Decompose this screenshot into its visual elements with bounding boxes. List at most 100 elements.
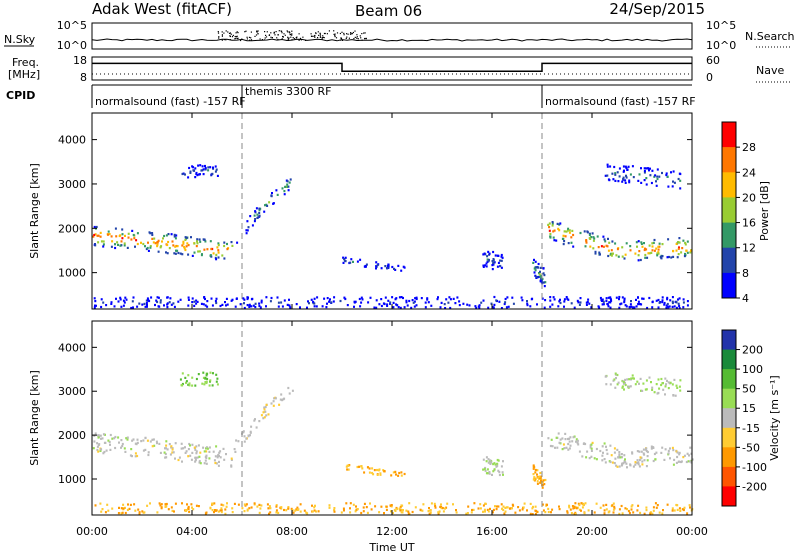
velocity-scatter-point bbox=[482, 504, 485, 507]
velocity-scatter-point bbox=[243, 503, 246, 506]
power-scatter-point bbox=[579, 231, 582, 235]
power-scatter-point bbox=[487, 306, 490, 309]
power-scatter-point bbox=[678, 237, 681, 240]
power-scatter-point bbox=[614, 172, 617, 175]
nsky-dot bbox=[291, 34, 293, 36]
power-scatter-point bbox=[602, 300, 605, 303]
power-scatter-point bbox=[270, 194, 273, 197]
power-scatter-point bbox=[430, 304, 433, 307]
nsky-dot bbox=[319, 33, 321, 35]
nsky-dot bbox=[319, 32, 321, 34]
power-scatter-point bbox=[579, 297, 582, 300]
velocity-scatter-point bbox=[96, 445, 99, 448]
velocity-scatter-point bbox=[187, 448, 190, 451]
velocity-scatter-point bbox=[629, 385, 632, 388]
velocity-scatter-point bbox=[689, 506, 691, 509]
power-scatter-point bbox=[572, 245, 575, 248]
velocity-scatter-point bbox=[313, 509, 316, 512]
velocity-scatter-point bbox=[106, 503, 109, 506]
velocity-scatter-point bbox=[258, 511, 261, 514]
nsky-dot bbox=[228, 32, 231, 34]
power-scatter-point bbox=[480, 301, 483, 304]
velocity-scatter-point bbox=[111, 507, 114, 510]
velocity-scatter-point bbox=[645, 450, 648, 453]
velocity-scatter-point bbox=[690, 459, 693, 462]
velocity-scatter-point bbox=[487, 461, 490, 464]
velocity-scatter-point bbox=[120, 512, 123, 515]
power-scatter-point bbox=[392, 306, 395, 309]
nsky-dot bbox=[250, 37, 252, 39]
power-scatter-point bbox=[637, 303, 640, 306]
velocity-scatter-point bbox=[529, 502, 532, 505]
power-scatter-point bbox=[165, 234, 168, 237]
power-scatter-point bbox=[102, 245, 105, 248]
power-scatter-point bbox=[389, 301, 392, 304]
power-scatter-point bbox=[666, 302, 669, 306]
velocity-scatter-point bbox=[613, 507, 616, 510]
cpid-segment-1: normalsound (fast) -157 RF bbox=[95, 95, 246, 108]
velocity-scatter-point bbox=[92, 447, 95, 450]
velocity-scatter-point bbox=[536, 473, 538, 476]
power-scatter-point bbox=[499, 265, 502, 268]
nsky-dot bbox=[259, 38, 261, 40]
power-scatter-point bbox=[608, 179, 611, 182]
power-scatter-point bbox=[682, 306, 685, 309]
velocity-scatter-point bbox=[248, 507, 251, 510]
nsky-dot bbox=[346, 36, 348, 38]
velocity-scatter-point bbox=[502, 508, 505, 512]
power-colorbar-tick-label: 4 bbox=[742, 292, 749, 305]
velocity-scatter-point bbox=[94, 504, 97, 507]
power-scatter-point bbox=[616, 171, 619, 174]
velocity-scatter-point bbox=[551, 445, 554, 448]
power-scatter-point bbox=[663, 301, 666, 305]
velocity-scatter-point bbox=[581, 455, 584, 458]
velocity-scatter-point bbox=[108, 440, 111, 444]
velocity-scatter-point bbox=[168, 443, 171, 446]
power-scatter-point bbox=[195, 245, 198, 248]
velocity-scatter-point bbox=[673, 509, 676, 512]
power-scatter-point bbox=[163, 234, 166, 238]
power-scatter-point bbox=[612, 178, 615, 181]
velocity-scatter-point bbox=[281, 399, 284, 402]
velocity-scatter-point bbox=[578, 503, 581, 507]
velocity-scatter-point bbox=[573, 506, 576, 509]
power-scatter-point bbox=[235, 297, 238, 300]
velocity-scatter-point bbox=[103, 441, 106, 444]
nsky-label: N.Sky bbox=[4, 33, 36, 46]
velocity-scatter-point bbox=[398, 471, 401, 475]
power-scatter-point bbox=[612, 252, 614, 255]
power-scatter-point bbox=[126, 246, 129, 249]
velocity-scatter-point bbox=[132, 438, 135, 441]
nsky-dot bbox=[227, 31, 229, 33]
x-axis-label: Time UT bbox=[368, 541, 414, 554]
power-scatter-point bbox=[686, 240, 689, 243]
power-scatter-point bbox=[448, 296, 451, 299]
power-scatter-point bbox=[684, 243, 687, 246]
nsky-dot bbox=[328, 30, 330, 32]
velocity-scatter-point bbox=[595, 502, 598, 505]
power-scatter-point bbox=[270, 296, 273, 300]
velocity-scatter-point bbox=[243, 435, 246, 438]
velocity-scatter-point bbox=[642, 382, 645, 385]
power-scatter-point bbox=[217, 249, 220, 252]
velocity-scatter-point bbox=[630, 377, 633, 380]
power-scatter-point bbox=[196, 174, 199, 177]
power-scatter-point bbox=[271, 192, 273, 195]
power-scatter-point bbox=[231, 244, 234, 247]
velocity-scatter-point bbox=[155, 440, 158, 443]
velocity-scatter-point bbox=[400, 508, 403, 512]
power-scatter-point bbox=[640, 241, 643, 244]
velocity-colorbar-tick-label: -100 bbox=[742, 461, 767, 474]
nsky-dot bbox=[217, 32, 220, 34]
velocity-scatter-point bbox=[645, 465, 648, 468]
velocity-scatter-point bbox=[618, 508, 621, 511]
velocity-scatter-point bbox=[538, 475, 541, 478]
velocity-scatter-point bbox=[214, 455, 217, 458]
power-scatter-point bbox=[242, 297, 245, 300]
velocity-scatter-point bbox=[194, 448, 197, 451]
power-scatter-point bbox=[272, 202, 275, 205]
power-scatter-point bbox=[537, 262, 540, 266]
nsky-dot bbox=[250, 31, 252, 33]
velocity-scatter-point bbox=[643, 459, 646, 462]
power-scatter-point bbox=[283, 193, 286, 196]
